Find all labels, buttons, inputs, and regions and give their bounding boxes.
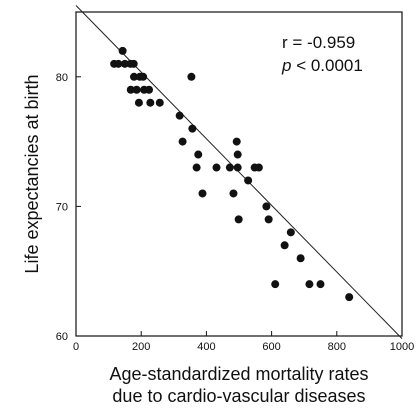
x-axis-title-line2: due to cardio-vascular diseases <box>112 386 365 406</box>
data-point <box>145 85 154 94</box>
data-point <box>126 85 135 94</box>
data-point <box>280 241 289 250</box>
data-point <box>316 280 325 289</box>
data-point <box>134 98 143 107</box>
data-point <box>118 46 127 55</box>
data-point <box>114 59 123 68</box>
p-value-annotation: p < 0.0001 <box>281 56 363 75</box>
data-point <box>233 163 242 172</box>
data-point <box>262 202 271 211</box>
data-point <box>198 189 207 198</box>
y-axis-ticks: 60 70 80 <box>56 72 81 343</box>
x-axis-title-line1: Age-standardized mortality rates <box>109 364 368 384</box>
p-symbol: p <box>281 56 291 75</box>
data-point <box>194 150 203 159</box>
data-point <box>232 137 241 146</box>
x-tick-label: 0 <box>73 341 79 353</box>
data-point <box>132 85 141 94</box>
data-point <box>192 163 201 172</box>
data-point <box>187 72 196 81</box>
data-point <box>296 254 305 263</box>
correlation-annotation: r = -0.959 <box>282 33 355 52</box>
data-point <box>286 228 295 237</box>
x-axis-ticks: 0 200 400 600 800 1000 <box>73 331 414 353</box>
data-point <box>233 150 242 159</box>
plot-area-frame <box>75 11 403 337</box>
data-point <box>234 215 243 224</box>
y-tick-label: 80 <box>56 72 68 84</box>
x-tick-label: 1000 <box>390 341 414 353</box>
data-point <box>155 98 164 107</box>
data-point <box>244 176 253 185</box>
y-tick-label: 70 <box>56 201 68 213</box>
data-point <box>175 111 184 120</box>
data-point <box>305 280 314 289</box>
data-point <box>229 189 238 198</box>
data-point <box>212 163 221 172</box>
p-value-text: < 0.0001 <box>291 56 362 75</box>
x-tick-label: 800 <box>328 341 346 353</box>
data-point <box>264 215 273 224</box>
data-point <box>129 59 138 68</box>
data-point <box>225 163 234 172</box>
x-tick-label: 600 <box>262 341 280 353</box>
data-point <box>188 124 197 133</box>
data-point <box>345 293 354 302</box>
y-axis-title: Life expectancies at birth <box>22 74 42 273</box>
data-points <box>110 46 354 302</box>
x-tick-label: 200 <box>132 341 150 353</box>
data-point <box>178 137 187 146</box>
data-point <box>130 72 139 81</box>
data-point <box>146 98 155 107</box>
data-point <box>271 280 280 289</box>
y-tick-label: 60 <box>56 331 68 343</box>
data-point <box>120 59 129 68</box>
data-point <box>254 163 263 172</box>
data-point <box>139 72 148 81</box>
x-tick-label: 400 <box>197 341 215 353</box>
